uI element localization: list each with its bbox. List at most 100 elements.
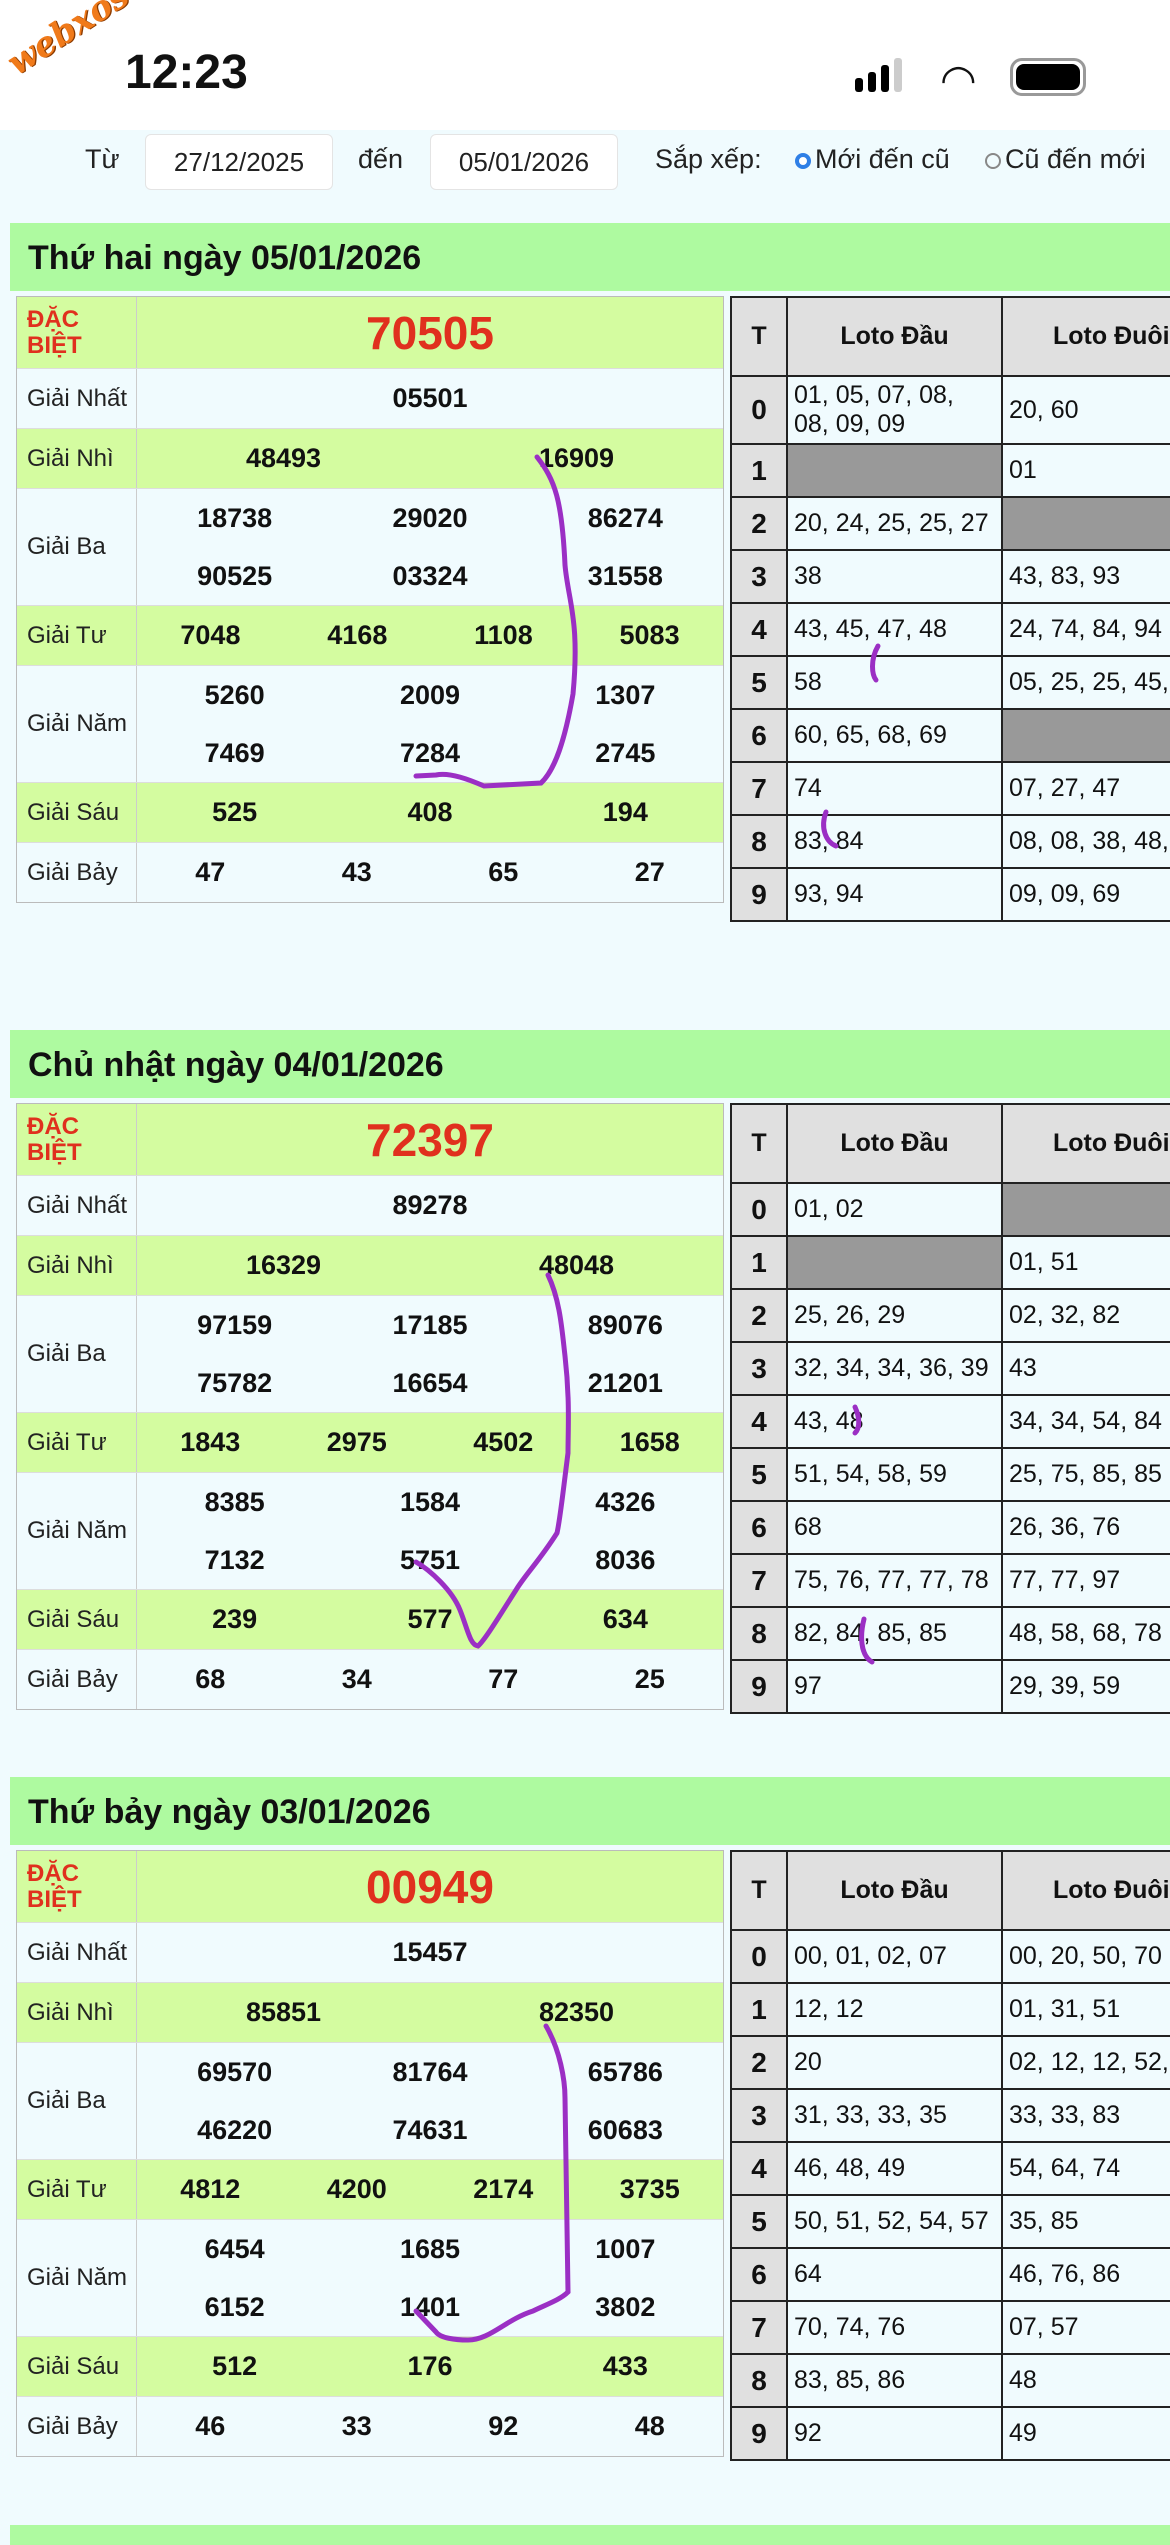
prize-number: 1685	[399, 2233, 461, 2264]
wifi-icon: ◠	[940, 56, 977, 103]
loto-dau-cell: 60, 65, 68, 69	[786, 708, 1003, 763]
loto-row: 2 20, 24, 25, 25, 27	[730, 496, 1170, 551]
prize-label: Giải Sáu	[17, 1590, 137, 1649]
prize-number: 3735	[619, 2174, 680, 2204]
prize-label: Giải Ba	[17, 489, 137, 605]
loto-duoi-cell	[1001, 496, 1170, 551]
loto-row: 9 97 29, 39, 59	[730, 1659, 1170, 1714]
prize-table: ĐẶC BIỆT 00949 Giải Nhất 15457 Giải Nhì 858…	[16, 1850, 724, 2457]
loto-dau-cell: 00, 01, 02, 07	[786, 1929, 1003, 1984]
col-header: Loto Đuôi	[1001, 1850, 1170, 1931]
prize-row-seventh: Giải Bảy 47 43 65 27	[17, 842, 723, 902]
prize-number: 512	[212, 2351, 258, 2381]
sort-label: Sắp xếp:	[655, 144, 762, 174]
prize-number: 77	[488, 1664, 519, 1694]
prize-number: 6454	[204, 2233, 265, 2264]
loto-duoi-cell: 77, 77, 97	[1001, 1553, 1170, 1608]
loto-duoi-cell: 46, 76, 86	[1001, 2247, 1170, 2302]
signal-icon	[855, 58, 902, 92]
loto-row: 8 83, 85, 86 48	[730, 2353, 1170, 2408]
prize-number: 7132	[204, 1544, 265, 1575]
loto-row: 1 01, 51	[730, 1235, 1170, 1290]
loto-duoi-cell: 25, 75, 85, 85	[1001, 1447, 1170, 1502]
loto-row: 7 70, 74, 76 07, 57	[730, 2300, 1170, 2355]
loto-duoi-cell: 35, 85	[1001, 2194, 1170, 2249]
prize-number: 48493	[245, 443, 322, 473]
prize-number: 69570	[197, 2056, 273, 2087]
prize-label: Giải Ba	[17, 2043, 137, 2159]
loto-duoi-cell: 29, 39, 59	[1001, 1659, 1170, 1714]
prize-row-special: ĐẶC BIỆT 72397	[17, 1104, 723, 1175]
prize-number: 1108	[474, 620, 533, 650]
prize-number: 634	[602, 1604, 648, 1634]
digit-cell: 2	[730, 496, 788, 551]
prize-number: 25	[634, 1664, 665, 1694]
loto-duoi-cell: 09, 09, 69	[1001, 867, 1170, 922]
prize-number: 5083	[619, 620, 680, 650]
prize-number: 1843	[180, 1427, 241, 1457]
sort-oldest-first-radio[interactable]: Cũ đến mới	[985, 144, 1146, 175]
digit-cell: 6	[730, 2247, 788, 2302]
loto-dau-cell: 01, 02	[786, 1182, 1003, 1237]
prize-number: 1584	[399, 1486, 461, 1517]
prize-row-sixth: Giải Sáu 512 176 433	[17, 2336, 723, 2396]
prize-number: 2009	[399, 679, 461, 710]
prize-number: 00949	[366, 1860, 494, 1913]
sort-option-label: Mới đến cũ	[815, 144, 950, 174]
prize-number: 65786	[587, 2056, 663, 2087]
prize-number: 16329	[245, 1250, 322, 1280]
loto-dau-cell: 38	[786, 549, 1003, 604]
prize-number: 72397	[366, 1113, 494, 1166]
prize-number: 3802	[595, 2291, 656, 2322]
loto-duoi-cell	[1001, 1182, 1170, 1237]
prize-row-second: Giải Nhì 48493 16909	[17, 428, 723, 488]
loto-dau-cell: 74	[786, 761, 1003, 816]
prize-label: Giải Nhất	[17, 369, 137, 428]
prize-number: 33	[341, 2411, 372, 2441]
col-header: T	[730, 296, 788, 377]
loto-dau-cell: 83, 84	[786, 814, 1003, 869]
loto-dau-cell: 12, 12	[786, 1982, 1003, 2037]
digit-cell: 1	[730, 1235, 788, 1290]
prize-row-third: Giải Ba 69570 81764 65786 46220 74631 60683	[17, 2042, 723, 2159]
prize-number: 82350	[538, 1997, 615, 2027]
from-date-input[interactable]: 27/12/2025	[145, 134, 333, 190]
loto-row: 5 51, 54, 58, 59 25, 75, 85, 85	[730, 1447, 1170, 1502]
digit-cell: 1	[730, 443, 788, 498]
digit-cell: 4	[730, 1394, 788, 1449]
prize-row-fifth: Giải Năm 8385 1584 4326 7132 5751 8036	[17, 1472, 723, 1589]
loto-dau-cell: 01, 05, 07, 08, 08, 09, 09	[786, 375, 1003, 445]
loto-duoi-cell: 48, 58, 68, 78	[1001, 1606, 1170, 1661]
prize-number: 5751	[399, 1544, 461, 1575]
prize-row-fifth: Giải Năm 6454 1685 1007 6152 1401 3802	[17, 2219, 723, 2336]
col-header: Loto Đầu	[786, 1103, 1003, 1184]
prize-row-first: Giải Nhất 89278	[17, 1175, 723, 1235]
loto-dau-cell: 93, 94	[786, 867, 1003, 922]
prize-row-third: Giải Ba 18738 29020 86274 90525 03324 31558	[17, 488, 723, 605]
loto-dau-cell: 25, 26, 29	[786, 1288, 1003, 1343]
battery-icon	[1010, 58, 1086, 96]
prize-label: Giải Tư	[17, 606, 137, 665]
loto-row: 3 38 43, 83, 93	[730, 549, 1170, 604]
date-filter-bar: Từ 27/12/2025 đến 05/01/2026 Sắp xếp: Mớ…	[0, 130, 1170, 200]
prize-label: Giải Nhất	[17, 1923, 137, 1982]
loto-row: 4 46, 48, 49 54, 64, 74	[730, 2141, 1170, 2196]
prize-row-fifth: Giải Năm 5260 2009 1307 7469 7284 2745	[17, 665, 723, 782]
loto-duoi-cell: 48	[1001, 2353, 1170, 2408]
prize-number: 68	[195, 1664, 226, 1694]
loto-dau-cell	[786, 1235, 1003, 1290]
digit-cell: 7	[730, 1553, 788, 1608]
prize-number: 7048	[180, 620, 241, 650]
prize-number: 90525	[197, 560, 273, 591]
loto-table: T Loto Đầu Loto Đuôi 0 01, 05, 07, 08, 08, …	[730, 296, 1170, 922]
sort-newest-first-radio[interactable]: Mới đến cũ	[795, 144, 950, 175]
loto-dau-cell: 70, 74, 76	[786, 2300, 1003, 2355]
prize-number: 2174	[473, 2174, 534, 2204]
prize-label: Giải Bảy	[17, 2397, 137, 2456]
day-header: Chủ nhật ngày 04/01/2026	[10, 1030, 1170, 1098]
prize-number: 31558	[587, 560, 663, 591]
loto-row: 9 92 49	[730, 2406, 1170, 2461]
to-date-input[interactable]: 05/01/2026	[430, 134, 618, 190]
loto-duoi-cell: 49	[1001, 2406, 1170, 2461]
loto-duoi-cell: 08, 08, 38, 48, 68	[1001, 814, 1170, 869]
